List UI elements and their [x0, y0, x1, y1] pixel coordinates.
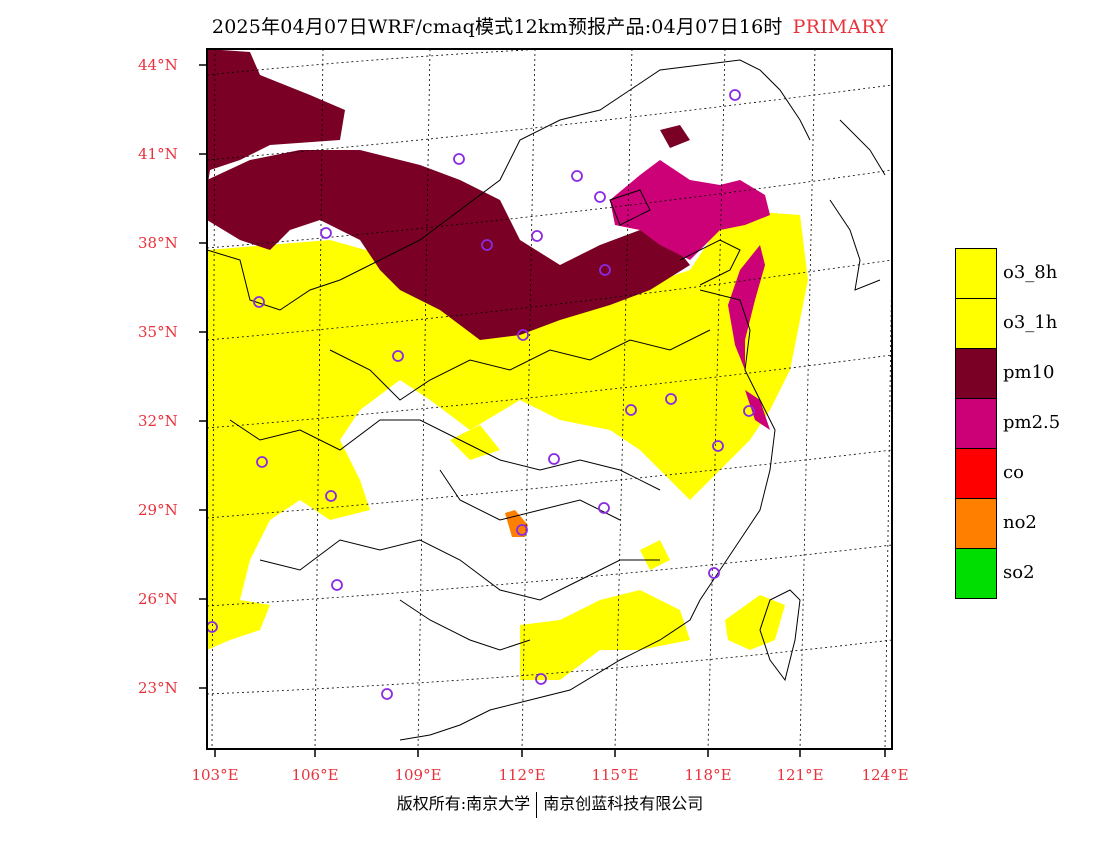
lon-label-118: 118°E	[684, 766, 732, 784]
footer-divider	[536, 791, 538, 818]
axis-ticks	[199, 64, 886, 757]
legend-label: o3_8h	[1003, 262, 1058, 283]
boundaries	[207, 59, 886, 741]
legend-label: pm10	[1003, 362, 1055, 383]
legend-swatch	[955, 398, 997, 449]
lat-label-35: 35°N	[138, 323, 178, 341]
no2-area	[505, 510, 528, 537]
legend-label: pm2.5	[1003, 412, 1061, 433]
lat-label-29: 29°N	[138, 501, 178, 519]
lat-label-44: 44°N	[138, 56, 178, 74]
legend-swatch	[955, 298, 997, 349]
city-markers	[207, 89, 755, 700]
lon-label-124: 124°E	[861, 766, 909, 784]
graticule	[207, 49, 892, 749]
legend-label: so2	[1003, 562, 1035, 583]
legend-label: no2	[1003, 512, 1037, 533]
map-frame	[206, 48, 893, 750]
footer-right: 南京创蓝科技有限公司	[543, 794, 704, 813]
pm10-area	[207, 49, 690, 340]
lat-label-26: 26°N	[138, 590, 178, 608]
title-tag: PRIMARY	[792, 16, 889, 38]
lon-label-106: 106°E	[291, 766, 339, 784]
lat-label-23: 23°N	[138, 679, 178, 697]
legend-swatch	[955, 548, 997, 599]
lon-label-109: 109°E	[394, 766, 442, 784]
lat-label-32: 32°N	[138, 412, 178, 430]
pm25-area	[610, 160, 770, 430]
lat-label-41: 41°N	[138, 145, 178, 163]
legend-swatch	[955, 248, 997, 299]
lon-label-112: 112°E	[498, 766, 546, 784]
legend-label: co	[1003, 462, 1024, 483]
legend-label: o3_1h	[1003, 312, 1058, 333]
copyright-footer: 版权所有:南京大学 南京创蓝科技有限公司	[0, 790, 1100, 818]
legend-swatch	[955, 348, 997, 399]
legend-swatch	[955, 448, 997, 499]
o3-area	[207, 210, 808, 680]
map-title: 2025年04月07日WRF/cmaq模式12km预报产品:04月07日16时 P…	[0, 12, 1100, 39]
footer-left: 版权所有:南京大学	[396, 794, 531, 813]
legend-swatch	[955, 498, 997, 549]
lat-label-38: 38°N	[138, 234, 178, 252]
lon-label-115: 115°E	[591, 766, 639, 784]
lon-label-121: 121°E	[776, 766, 824, 784]
title-text: 2025年04月07日WRF/cmaq模式12km预报产品:04月07日16时	[211, 16, 783, 38]
lon-label-103: 103°E	[191, 766, 239, 784]
